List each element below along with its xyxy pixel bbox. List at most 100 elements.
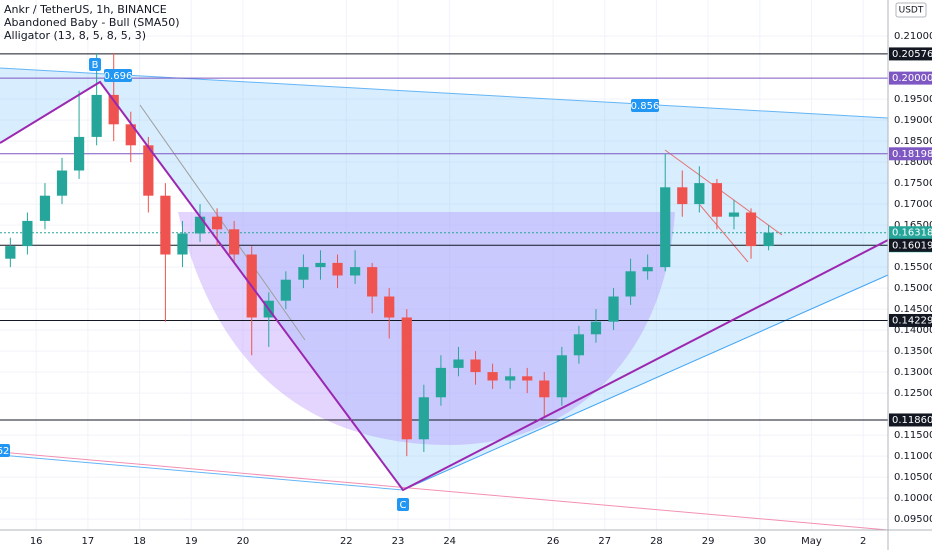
candle-body bbox=[194, 216, 206, 234]
x-tick-label: 18 bbox=[133, 536, 146, 547]
y-tick-label: 0.13000 bbox=[894, 367, 932, 378]
y-tick-label: 0.19500 bbox=[894, 94, 932, 105]
x-tick-label: 29 bbox=[702, 536, 715, 547]
y-tick-label: 0.11000 bbox=[894, 451, 932, 462]
pattern-line bbox=[0, 80, 889, 492]
candle-body bbox=[625, 271, 636, 297]
price-label-box bbox=[889, 238, 932, 252]
candle-body bbox=[125, 124, 136, 146]
y-tick-label: 0.19000 bbox=[894, 115, 932, 126]
x-tick-label: 26 bbox=[547, 536, 560, 547]
point-c-box bbox=[397, 498, 409, 511]
fib-label-box bbox=[104, 69, 132, 82]
y-tick-label: 0.13500 bbox=[894, 346, 932, 357]
x-tick-label: 28 bbox=[650, 536, 663, 547]
candle-body bbox=[108, 94, 119, 125]
trend-line bbox=[0, 451, 889, 531]
x-tick-label: 23 bbox=[392, 536, 405, 547]
candle-body bbox=[694, 183, 705, 205]
candle-body bbox=[298, 267, 309, 280]
price-label: 0.11860 bbox=[892, 415, 932, 426]
y-tick-label: 0.10500 bbox=[894, 472, 932, 483]
price-label: 0.16019 bbox=[892, 240, 932, 251]
axis-labels: 0.21000 0.19500 0.19000 0.18500 0.18000 0.175… bbox=[30, 31, 932, 547]
candle-body bbox=[280, 279, 291, 301]
y-tick-label: 0.18500 bbox=[894, 136, 932, 147]
candle-body bbox=[660, 187, 671, 268]
fib-line bbox=[402, 274, 889, 491]
x-tick-label: May bbox=[801, 536, 822, 547]
y-tick-label: 0.15500 bbox=[894, 262, 932, 273]
candle-body bbox=[22, 220, 33, 247]
indicator: Alligator (13, 8, 5, 8, 5, 3) bbox=[4, 29, 146, 42]
point-b-box bbox=[89, 58, 101, 71]
candle-body bbox=[73, 136, 85, 171]
price-label: 0.18198 bbox=[892, 149, 932, 160]
price-label: 0.16318 bbox=[892, 228, 932, 239]
point-b: B bbox=[92, 60, 99, 71]
candle-body bbox=[39, 195, 51, 221]
y-tick-label: 0.11500 bbox=[894, 430, 932, 441]
trend-line bbox=[699, 204, 749, 263]
price-label-box bbox=[889, 147, 932, 161]
candle-body bbox=[745, 212, 757, 247]
price-label-box bbox=[889, 47, 932, 61]
price-lines bbox=[0, 53, 888, 421]
fib-label-box bbox=[631, 99, 659, 112]
x-tick-label: 16 bbox=[30, 536, 43, 547]
candle-body bbox=[435, 367, 447, 398]
y-tick-label: 0.17000 bbox=[894, 199, 932, 210]
y-tick-label: 0.14000 bbox=[894, 325, 932, 336]
candle-body bbox=[453, 359, 464, 368]
candle-body bbox=[573, 334, 585, 356]
candle-body bbox=[229, 229, 240, 255]
candle-body bbox=[211, 216, 223, 230]
chart-title: Ankr / TetherUS, 1h, BINANCE bbox=[4, 3, 167, 16]
candle-body bbox=[728, 212, 740, 217]
x-tick-label: 30 bbox=[753, 536, 766, 547]
fib-line bbox=[0, 67, 889, 119]
y-tick-label: 0.09500 bbox=[894, 514, 932, 525]
currency: USDT bbox=[899, 6, 924, 16]
candle-body bbox=[367, 267, 378, 297]
fib-label: 0.696 bbox=[104, 71, 133, 82]
candle-body bbox=[91, 94, 102, 137]
y-tick-label: 0.12500 bbox=[894, 388, 932, 399]
candle-body bbox=[677, 187, 688, 205]
trend-line bbox=[139, 104, 306, 341]
indicator: Abandoned Baby - Bull (SMA50) bbox=[4, 16, 180, 29]
candle-body bbox=[418, 397, 429, 440]
candle-body bbox=[332, 262, 343, 276]
time-axis bbox=[0, 530, 932, 550]
candle-body bbox=[470, 359, 481, 373]
price-axis bbox=[888, 0, 932, 550]
point-c: C bbox=[400, 500, 407, 511]
candle-body bbox=[384, 296, 395, 318]
x-tick-label: 24 bbox=[443, 536, 456, 547]
candle-body bbox=[56, 170, 68, 196]
y-tick-label: 0.18000 bbox=[894, 157, 932, 168]
x-tick-label: 27 bbox=[598, 536, 611, 547]
price-label-box bbox=[889, 413, 932, 427]
price-label: 0.20576 bbox=[892, 49, 932, 60]
fib-line bbox=[0, 454, 404, 491]
y-tick-label: 0.17500 bbox=[894, 178, 932, 189]
x-tick-label: 17 bbox=[82, 536, 95, 547]
candle-body bbox=[608, 296, 619, 322]
trend-line bbox=[664, 149, 783, 236]
candle-body bbox=[160, 195, 171, 255]
candle-body bbox=[539, 380, 550, 398]
price-label: 0.14229 bbox=[892, 315, 932, 326]
fib-label: 62 bbox=[0, 446, 9, 457]
y-tick-label: 0.14500 bbox=[894, 304, 932, 315]
candle-body bbox=[711, 183, 723, 217]
x-tick-label: 19 bbox=[185, 536, 198, 547]
x-tick-label: 20 bbox=[237, 536, 250, 547]
y-tick-label: 0.15000 bbox=[894, 283, 932, 294]
candle-body bbox=[763, 232, 774, 247]
x-tick-label: 2 bbox=[860, 536, 866, 547]
candle-body bbox=[401, 317, 412, 440]
candle-body bbox=[315, 262, 326, 268]
candle-body bbox=[522, 376, 533, 381]
